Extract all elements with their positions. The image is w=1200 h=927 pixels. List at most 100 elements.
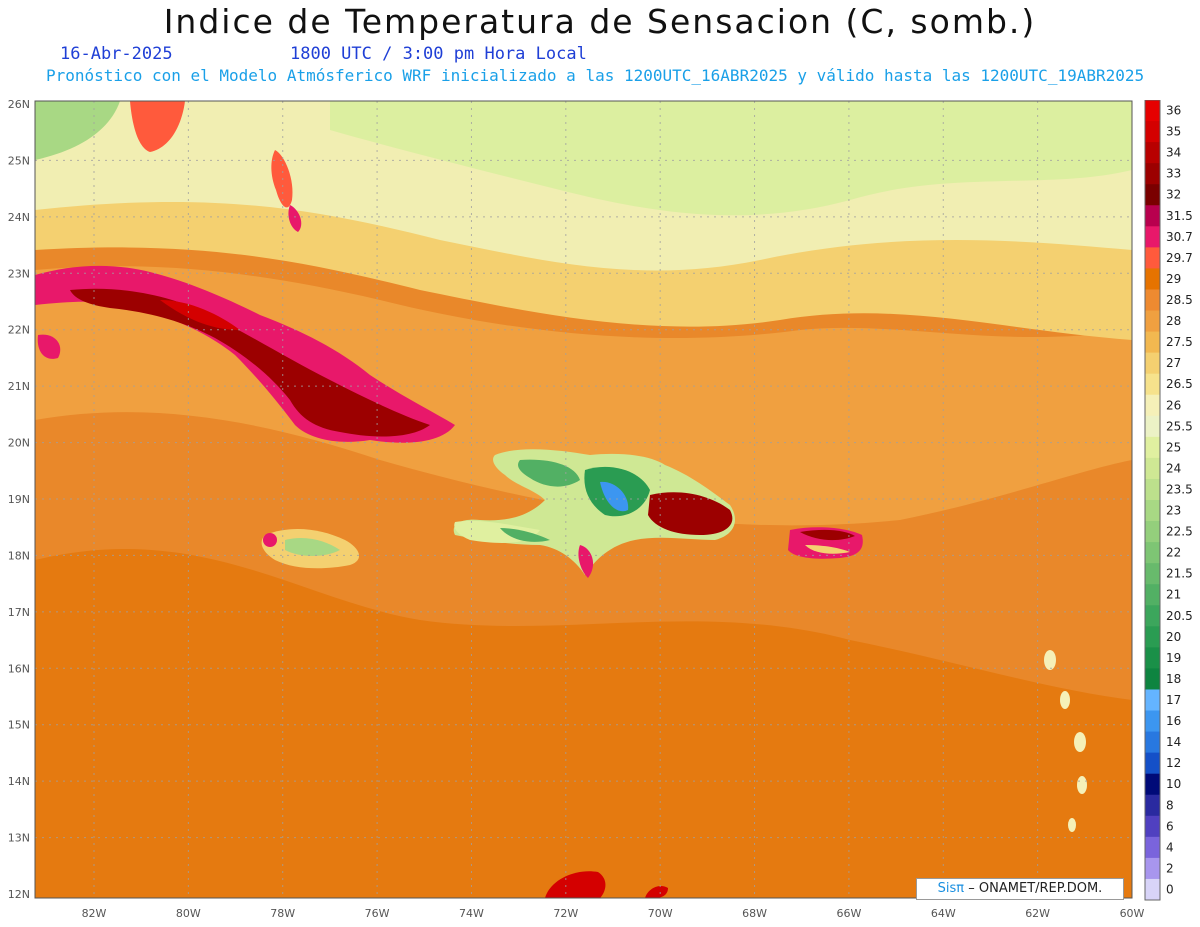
colorbar-swatch — [1145, 373, 1160, 396]
colorbar-swatch — [1145, 626, 1160, 648]
colorbar-label: 28 — [1166, 314, 1181, 328]
longitude-labels: 82W 80W 78W 76W 74W 72W 70W 68W 66W 64W 62W 60W — [82, 907, 1145, 920]
lat-label: 13N — [8, 832, 30, 845]
cuba-hot-core — [70, 288, 430, 437]
lat-label: 16N — [8, 662, 30, 675]
barahona-hot — [578, 545, 594, 578]
colorbar-swatch — [1145, 605, 1160, 627]
lat-label: 19N — [8, 493, 30, 506]
colorbar: 363534333231.530.729.72928.52827.52726.5… — [1144, 100, 1193, 901]
lon-label: 64W — [931, 907, 956, 920]
lat-label: 26N — [8, 98, 30, 111]
colorbar-label: 2 — [1166, 861, 1174, 875]
colorbar-swatch — [1145, 647, 1160, 669]
lat-label: 17N — [8, 606, 30, 619]
colorbar-label: 28.5 — [1166, 293, 1193, 307]
lon-label: 80W — [176, 907, 201, 920]
colorbar-swatch — [1145, 668, 1160, 690]
colorbar-swatch — [1145, 289, 1160, 312]
lon-label: 74W — [459, 907, 484, 920]
puerto-rico-interior — [805, 545, 850, 554]
colorbar-swatch — [1145, 584, 1160, 606]
colorbar-swatch — [1145, 100, 1160, 122]
lon-label: 68W — [742, 907, 767, 920]
colorbar-label: 31.5 — [1166, 209, 1193, 223]
colorbar-label: 25.5 — [1166, 419, 1193, 433]
lon-label: 60W — [1120, 907, 1145, 920]
jamaica-interior — [285, 538, 340, 556]
lat-label: 14N — [8, 775, 30, 788]
colorbar-swatch — [1145, 731, 1160, 754]
colorbar-swatch — [1145, 752, 1160, 775]
northwest-green-zone — [35, 101, 120, 160]
lat-label: 24N — [8, 211, 30, 224]
dominican-east-hot — [648, 492, 733, 535]
lat-label: 18N — [8, 549, 30, 562]
lat-label: 12N — [8, 888, 30, 901]
martinique-land — [1074, 732, 1086, 752]
colorbar-label: 30.7 — [1166, 230, 1193, 244]
dominica-land — [1060, 691, 1070, 709]
heat-index-map: 26N 25N 24N 23N 22N 21N 20N 19N 18N 17N 16N 15N 14N 1… — [8, 98, 1145, 920]
forecast-date: 16-Abr-2025 — [60, 44, 173, 64]
lon-label: 78W — [270, 907, 295, 920]
florida-land — [130, 101, 185, 152]
colorbar-label: 22 — [1166, 546, 1181, 560]
colorbar-label: 14 — [1166, 735, 1181, 749]
colorbar-swatch — [1145, 794, 1160, 817]
lon-label: 82W — [82, 907, 107, 920]
colorbar-label: 6 — [1166, 819, 1174, 833]
sea-band — [35, 266, 1132, 526]
colorbar-label: 27.5 — [1166, 335, 1193, 349]
colorbar-label: 26 — [1166, 398, 1181, 412]
colorbar-swatch — [1145, 415, 1160, 438]
colorbar-label: 16 — [1166, 714, 1181, 728]
colorbar-swatch — [1145, 836, 1160, 859]
lon-label: 72W — [553, 907, 578, 920]
forecast-time: 1800 UTC / 3:00 pm Hora Local — [290, 44, 587, 64]
lat-label: 25N — [8, 154, 30, 167]
guajira-land — [545, 871, 606, 898]
colorbar-label: 26.5 — [1166, 377, 1193, 391]
colorbar-swatch — [1145, 331, 1160, 354]
graticule — [35, 101, 1132, 898]
lon-label: 66W — [836, 907, 861, 920]
colorbar-swatch — [1145, 121, 1160, 143]
colorbar-label: 36 — [1166, 104, 1181, 118]
colorbar-swatch — [1145, 205, 1160, 227]
colorbar-swatch — [1145, 184, 1160, 206]
colorbar-label: 27 — [1166, 356, 1181, 370]
sea-warm-zone — [35, 548, 1132, 898]
colorbar-swatch — [1145, 310, 1160, 333]
colorbar-label: 8 — [1166, 798, 1174, 812]
colorbar-label: 29.7 — [1166, 251, 1193, 265]
colorbar-swatch — [1145, 542, 1160, 564]
lat-label: 22N — [8, 324, 30, 337]
colorbar-label: 23 — [1166, 504, 1181, 518]
colorbar-label: 24 — [1166, 461, 1181, 475]
colorbar-label: 22.5 — [1166, 525, 1193, 539]
lat-label: 23N — [8, 267, 30, 280]
hispaniola-green-zone — [518, 459, 580, 487]
colorbar-swatch — [1145, 268, 1160, 290]
colorbar-swatch — [1145, 563, 1160, 585]
colorbar-label: 17 — [1166, 693, 1181, 707]
colorbar-label: 21 — [1166, 588, 1181, 602]
credit-box: Sisπ – ONAMET/REP.DOM. — [916, 878, 1124, 900]
colorbar-swatch — [1145, 521, 1160, 543]
colorbar-swatch — [1145, 500, 1160, 522]
colorbar-label: 19 — [1166, 651, 1181, 665]
colorbar-swatch — [1145, 773, 1160, 796]
colorbar-label: 20.5 — [1166, 609, 1193, 623]
lat-label: 20N — [8, 437, 30, 450]
lon-label: 70W — [648, 907, 673, 920]
colorbar-swatch — [1145, 710, 1160, 733]
colorbar-label: 23.5 — [1166, 482, 1193, 496]
colorbar-label: 18 — [1166, 672, 1181, 686]
paraguana-land — [645, 886, 668, 898]
map-frame — [34, 100, 1133, 899]
bahamas-south-land — [288, 205, 302, 232]
andros-land — [271, 150, 293, 208]
colorbar-label: 21.5 — [1166, 567, 1193, 581]
colorbar-label: 33 — [1166, 167, 1181, 181]
